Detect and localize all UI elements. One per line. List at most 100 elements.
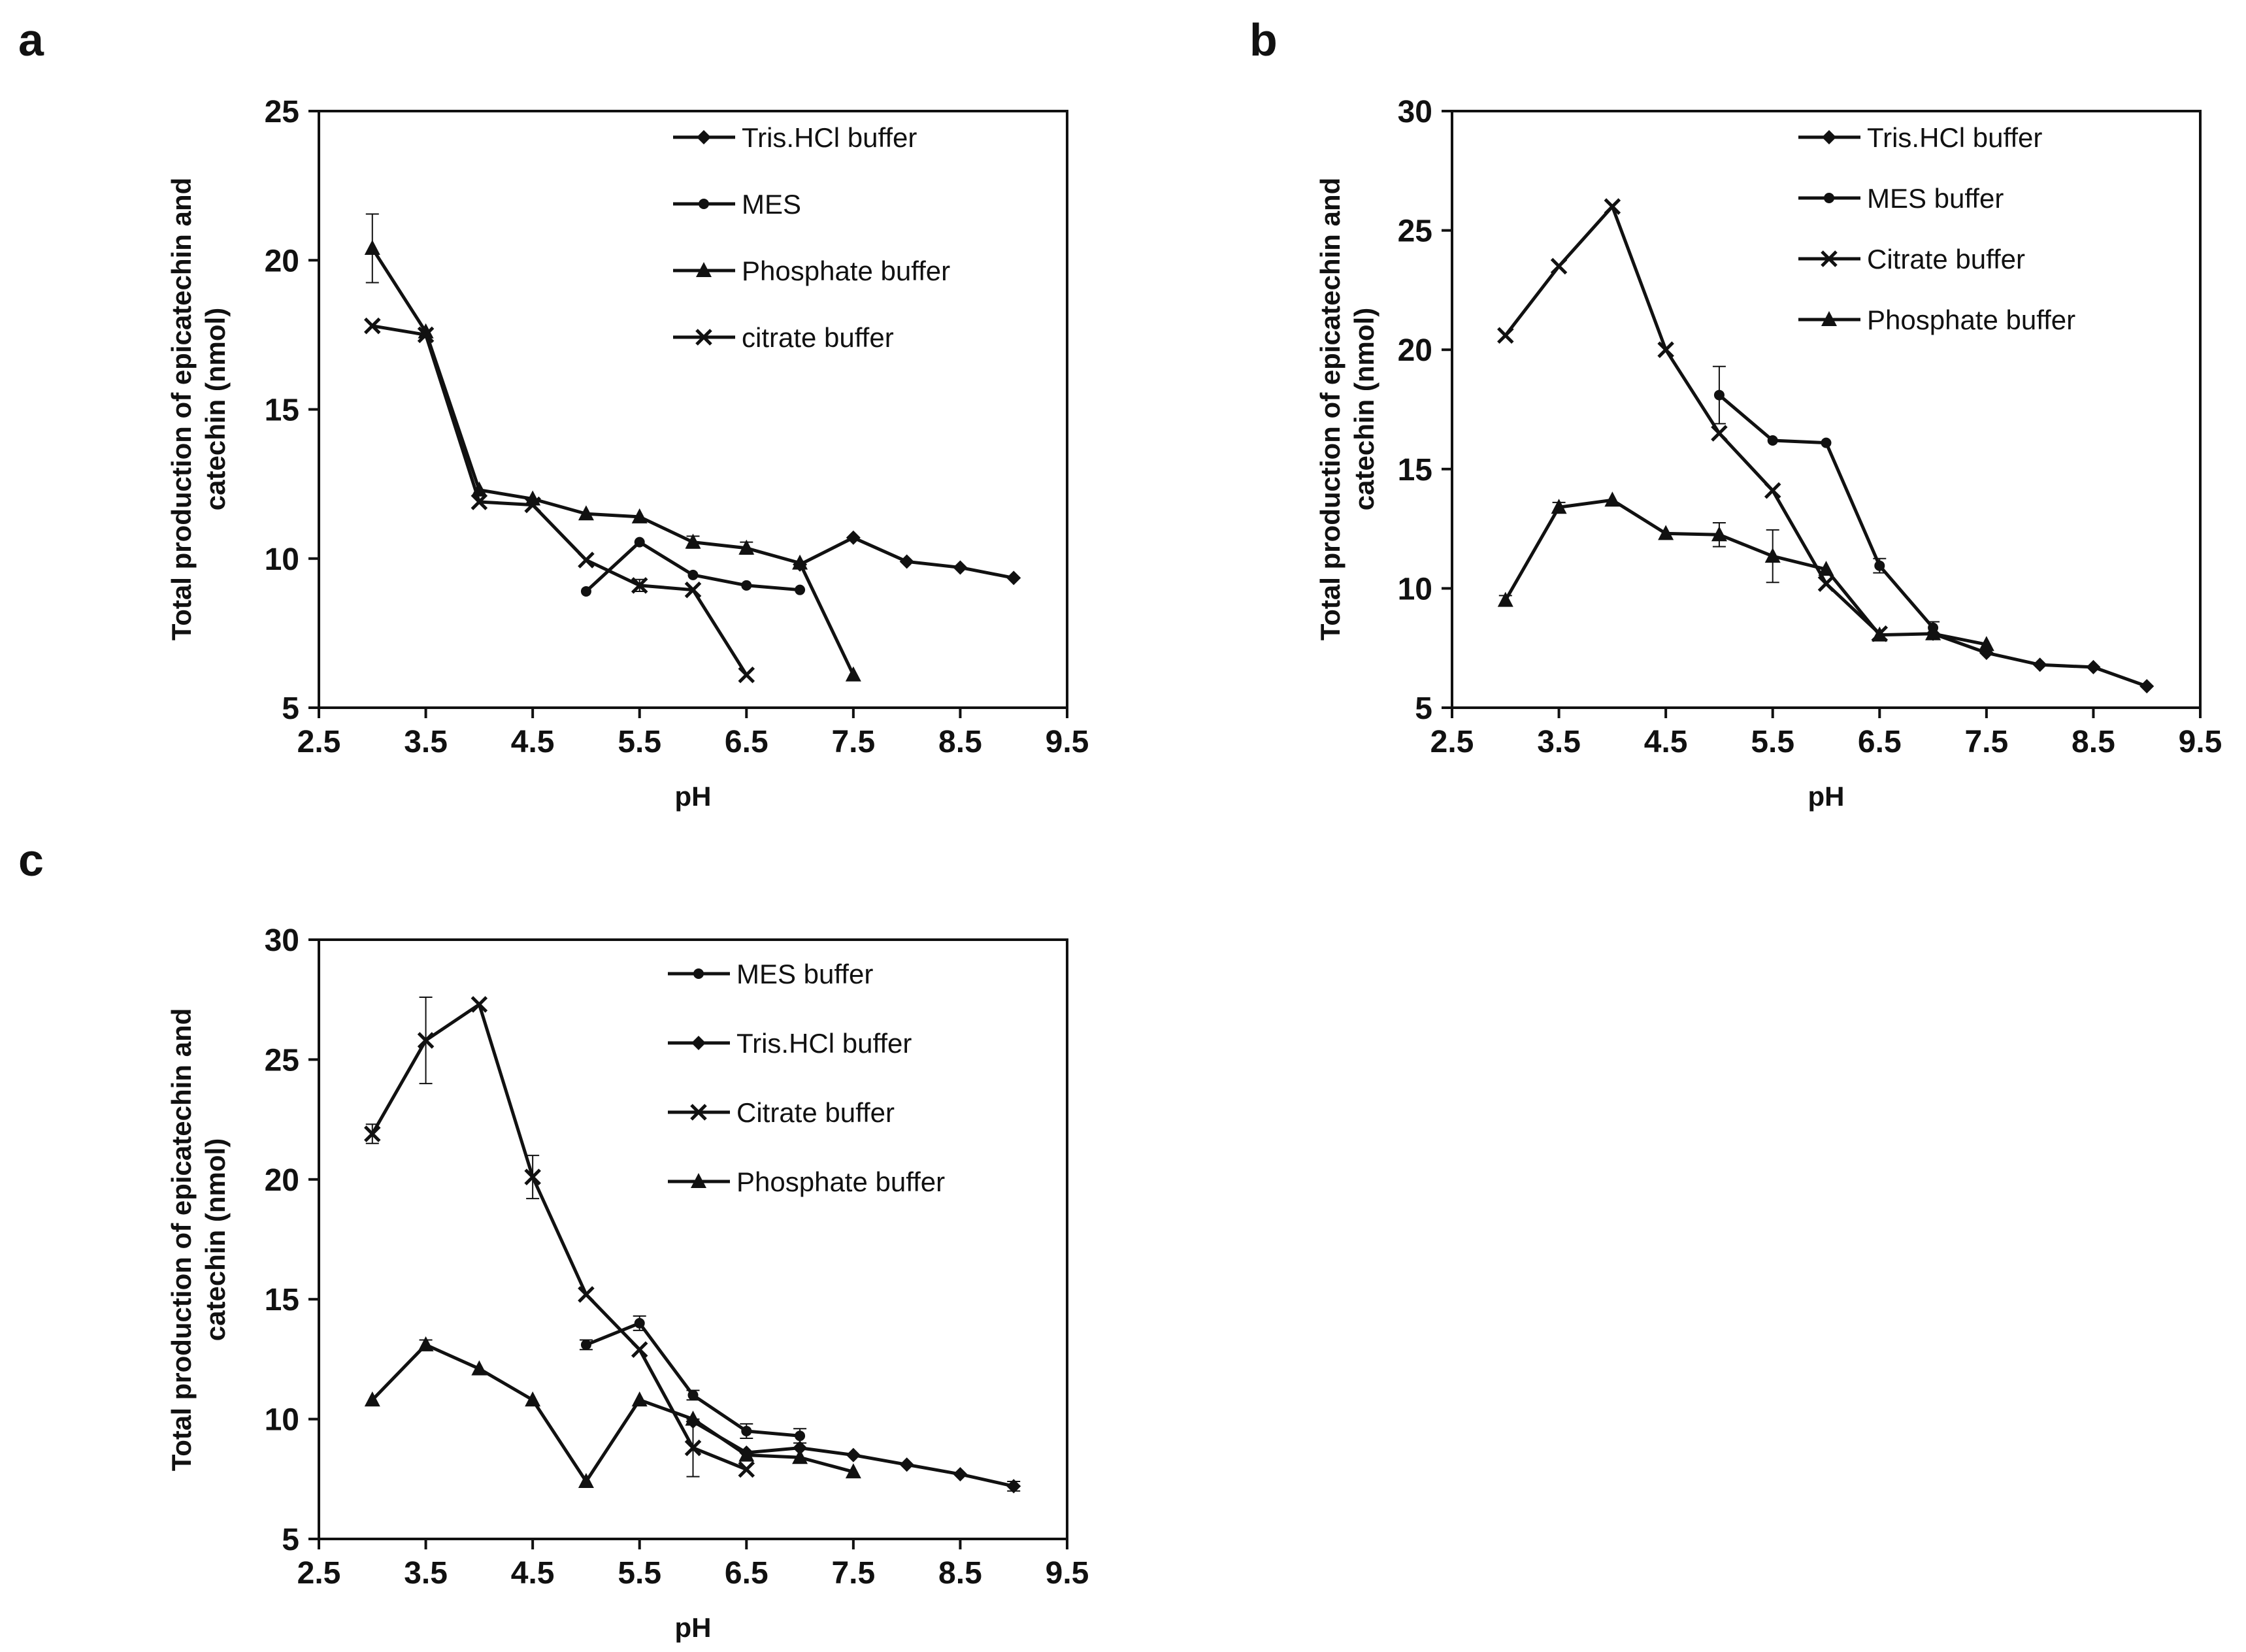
panel-letter: b	[1249, 14, 1278, 65]
y-tick-label: 30	[265, 923, 299, 958]
y-tick-label: 15	[265, 1283, 299, 1317]
legend-entry: MES	[673, 189, 801, 220]
plot-area-frame	[318, 938, 1068, 1540]
data-point	[899, 1457, 914, 1472]
legend-marker	[1821, 311, 1837, 326]
y-tick-label: 20	[1398, 333, 1432, 368]
data-point	[741, 1425, 752, 1436]
data-point	[684, 1439, 702, 1457]
data-point	[1658, 525, 1674, 540]
series-tris-hcl-buffer	[793, 530, 1021, 586]
y-axis-label-line: catechin (nmol)	[200, 1138, 231, 1341]
series-phosphate-buffer	[1497, 491, 1994, 652]
legend-label: Phosphate buffer	[742, 256, 950, 286]
data-point	[580, 586, 591, 597]
legend-label: Phosphate buffer	[1867, 305, 2075, 335]
chart-panel-a: a 2.5 3.5 4.5 5.5 6.5 7.5 8.5 9.5 5 10 15 20 25 pH Tota…	[18, 14, 1089, 812]
data-point	[1497, 327, 1514, 344]
data-point	[846, 1447, 861, 1462]
y-axis-label-line: Total production of epicatechin and	[166, 178, 197, 641]
chart-panel-c: c 2.5 3.5 4.5 5.5 6.5 7.5 8.5 9.5 5 10 15 20 25 30 pH To…	[18, 834, 1089, 1643]
data-point	[471, 996, 488, 1013]
series-line	[371, 1343, 854, 1483]
series-tris-hcl-buffer	[1926, 626, 2155, 694]
x-tick-label: 6.5	[725, 1556, 768, 1591]
data-point	[1006, 1479, 1021, 1494]
series-line	[1718, 393, 1934, 629]
series-line	[371, 247, 855, 676]
data-point	[792, 554, 808, 570]
x-tick-label: 4.5	[511, 725, 555, 759]
y-tick-label: 15	[1398, 453, 1432, 487]
x-tick-label: 6.5	[725, 725, 768, 759]
series-line	[585, 540, 801, 593]
x-tick-label: 3.5	[1537, 725, 1581, 759]
panel-letter: a	[18, 14, 44, 65]
legend-entry: Citrate buffer	[668, 1097, 895, 1128]
x-tick-label: 7.5	[1964, 725, 2008, 759]
legend-entry: Phosphate buffer	[1798, 305, 2075, 335]
x-tick-label: 9.5	[1046, 725, 1089, 759]
legend-marker	[693, 968, 704, 979]
data-point	[1767, 435, 1778, 446]
data-point	[1817, 575, 1835, 592]
legend-label: MES buffer	[736, 959, 873, 989]
data-point	[2139, 679, 2155, 694]
y-tick-label: 30	[1398, 95, 1432, 129]
legend-label: citrate buffer	[742, 322, 894, 353]
data-point	[741, 580, 752, 591]
series-citrate-buffer	[364, 317, 755, 684]
data-point	[1550, 257, 1568, 275]
legend-marker	[691, 1173, 706, 1188]
y-axis-label-line: Total production of epicatechin and	[1315, 178, 1346, 641]
legend-label: Citrate buffer	[736, 1097, 895, 1128]
data-point	[738, 539, 755, 555]
y-tick-label: 25	[265, 95, 299, 129]
y-axis-label-line: catechin (nmol)	[1349, 308, 1379, 510]
series-mes	[580, 537, 806, 597]
data-point	[1764, 548, 1781, 563]
chart-panel-b: b 2.5 3.5 4.5 5.5 6.5 7.5 8.5 9.5 5 10 15 20 25 30 pH To…	[1249, 14, 2222, 812]
data-point	[578, 505, 594, 521]
data-point	[524, 1168, 541, 1185]
legend-entry: MES buffer	[1798, 183, 2004, 214]
y-tick-label: 15	[265, 393, 299, 428]
data-point	[795, 1430, 806, 1442]
data-point	[631, 1391, 648, 1407]
legend-entry: Phosphate buffer	[673, 256, 950, 286]
legend-entry: Tris.HCl buffer	[1798, 122, 2042, 153]
x-tick-label: 8.5	[2072, 725, 2115, 759]
y-tick-label: 20	[265, 1163, 299, 1198]
legend-entry: Tris.HCl buffer	[673, 122, 917, 153]
data-point	[1497, 591, 1513, 607]
series-line	[1504, 498, 1987, 646]
data-point	[580, 1339, 591, 1350]
series-line	[372, 324, 748, 676]
x-tick-label: 6.5	[1858, 725, 1902, 759]
legend-label: Phosphate buffer	[736, 1166, 945, 1197]
y-tick-label: 20	[265, 244, 299, 278]
data-point	[684, 581, 702, 599]
data-point	[634, 537, 645, 548]
x-tick-label: 2.5	[1430, 725, 1474, 759]
x-tick-label: 3.5	[404, 1556, 448, 1591]
legend-entry: citrate buffer	[673, 322, 894, 353]
data-point	[525, 1391, 541, 1407]
data-point	[364, 317, 381, 335]
data-point	[578, 1472, 594, 1488]
x-tick-label: 2.5	[297, 725, 341, 759]
data-point	[1551, 499, 1567, 514]
data-point	[2032, 657, 2047, 672]
legend-marker	[697, 130, 711, 144]
data-point	[738, 1446, 755, 1462]
data-point	[845, 666, 861, 682]
data-point	[846, 530, 861, 545]
data-point	[738, 1461, 755, 1478]
legend-entry: MES buffer	[668, 959, 873, 989]
x-tick-label: 4.5	[1644, 725, 1688, 759]
legend-marker	[696, 262, 712, 277]
data-point	[418, 1336, 434, 1351]
legend-label: Citrate buffer	[1867, 244, 2025, 274]
data-point	[845, 1463, 861, 1479]
y-axis-label: Total production of epicatechin and catec…	[166, 178, 231, 641]
